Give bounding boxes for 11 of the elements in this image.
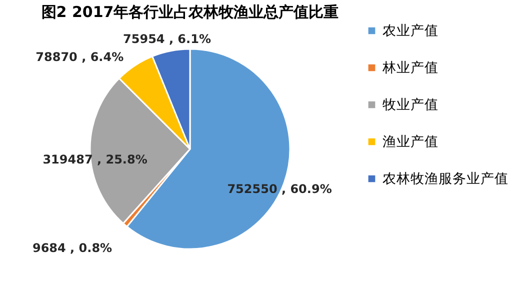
legend-label: 牧业产值 [382, 96, 438, 113]
legend-label: 农林牧渔服务业产值 [382, 170, 508, 187]
data-label: 319487 , 25.8% [42, 152, 148, 167]
legend-label: 渔业产值 [382, 134, 438, 150]
data-label: 78870 , 6.4% [36, 50, 124, 64]
data-label: 9684 , 0.8% [32, 241, 112, 256]
data-label: 752550 , 60.9% [227, 182, 332, 196]
chart-title: 图2 2017年各行业占农林牧渔业总产值比重 [41, 3, 339, 21]
legend-label: 农业产值 [382, 22, 438, 39]
data-label: 75954 , 6.1% [123, 32, 211, 46]
legend-label: 林业产值 [382, 60, 438, 76]
